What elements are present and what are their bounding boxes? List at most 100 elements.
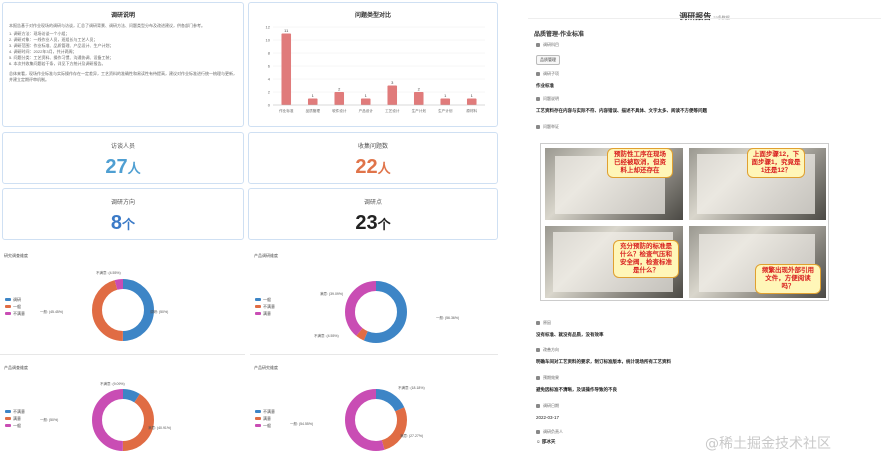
field-effect: 预期效果 避免因标准不清晰，及误操作导致的不良 [536, 375, 617, 393]
legend-label: 不满意 [13, 311, 25, 316]
legend-item[interactable]: 一般 [5, 303, 25, 310]
report-title: 调研报告 [679, 12, 712, 21]
summary-item: 5. 问题分类：工艺资料、操作习惯、沟通协调、设备工装； [9, 55, 114, 60]
field-value: 2022-03-17 [536, 415, 560, 420]
legend-label: 满意 [263, 311, 271, 316]
callout-bubble: 预防性工序在现场已经被取消，但资料上却还存在 [607, 148, 673, 178]
stat-label: 访谈人员 [110, 144, 135, 150]
donut-panel: 产品调查维度 不满意 满意 一般 不满意: (9.09%) 满意: (40.91%) 一般:… [0, 362, 245, 469]
field-value: 没有标准、就没有品质，没有效率 [536, 332, 604, 337]
stat-unit: 个 [122, 217, 136, 232]
problem-type-chart-panel: 问题类型对比 0 2 4 6 8 10 12 11 作业标准 1 品质管理 2 软件设计 1 产品设计 3 工艺… [248, 2, 498, 127]
field-value: 明确车间对工艺资料的要求，制订标准版本，统计现场所有工艺资料 [536, 359, 671, 364]
donut-slice[interactable] [92, 389, 154, 451]
bar[interactable] [413, 92, 424, 105]
bar[interactable] [281, 33, 292, 106]
donut-chart [345, 281, 407, 343]
legend-swatch [255, 424, 261, 427]
field-label: 调研负责人 [543, 429, 563, 434]
y-tick-label: 6 [268, 64, 271, 69]
legend-item[interactable]: 满意 [5, 415, 25, 422]
field-icon [536, 72, 540, 76]
donut-slice[interactable] [345, 281, 407, 343]
subject-tag[interactable]: 品质管理 [536, 55, 560, 65]
slice-annotation: 一般: (54.55%) [290, 422, 314, 426]
legend-item[interactable]: 不满意 [255, 408, 275, 415]
legend-label: 满意 [13, 416, 21, 421]
bar[interactable] [440, 98, 451, 106]
legend-swatch [5, 305, 11, 308]
stat-label: 调研点 [363, 200, 382, 206]
field-icon [536, 97, 540, 101]
evidence-photos[interactable]: 预防性工序在现场已经被取消，但资料上却还存在 上面步骤12，下面步骤1，究竟是1… [540, 143, 829, 301]
bar[interactable] [334, 92, 345, 105]
legend-label: 调研 [13, 297, 21, 302]
field-icon [536, 404, 540, 408]
legend-item[interactable]: 一般 [5, 422, 25, 429]
legend-item[interactable]: 不满意 [5, 310, 25, 317]
field-label: 调研子项 [543, 71, 559, 76]
stat-label: 调研方向 [110, 200, 135, 206]
summary-conclusion: 总体来看，现场作业标准与实际操作存在一定差异，工艺资料的准确性和易读性有待提高，… [9, 71, 237, 82]
legend-label: 满意 [263, 416, 271, 421]
legend-swatch [5, 410, 11, 413]
field-icon [536, 376, 540, 380]
field-reason: 原因 没有标准、就没有品质，没有效率 [536, 320, 604, 338]
bar-chart-title: 问题类型对比 [354, 13, 391, 19]
y-tick-label: 4 [268, 77, 271, 82]
legend-item[interactable]: 满意 [255, 415, 275, 422]
x-tick-label: 生产计划 [412, 108, 427, 113]
donut-slice[interactable] [92, 389, 154, 451]
bar[interactable] [387, 85, 398, 106]
donut-slice[interactable] [92, 279, 154, 341]
field-label: 问题举证 [543, 124, 559, 129]
donut-slice[interactable] [92, 279, 154, 341]
legend-label: 一般 [13, 304, 21, 309]
stat-unit: 人 [127, 161, 141, 176]
field-icon [536, 43, 540, 47]
legend-item[interactable]: 一般 [255, 422, 275, 429]
field-icon [536, 348, 540, 352]
y-tick-label: 0 [268, 103, 271, 108]
bar-value-label: 1 [365, 93, 368, 98]
legend-item[interactable]: 不满意 [5, 408, 25, 415]
bar-value-label: 1 [471, 93, 474, 98]
summary-item: 4. 调研时间：2022年3月，共计两周； [9, 49, 77, 54]
callout-bubble: 充分预防的标准是什么？检查气压和安全阀，检查标准是什么？ [613, 240, 679, 278]
legend-swatch [5, 312, 11, 315]
field-direction: 改善方向 明确车间对工艺资料的要求，制订标准版本，统计现场所有工艺资料 [536, 347, 671, 365]
legend-item[interactable]: 调研 [5, 296, 25, 303]
donut-chart [345, 389, 407, 451]
donut-slice[interactable] [345, 389, 407, 451]
stat-unit: 人 [377, 161, 391, 176]
field-owner: 调研负责人 ☺ 邵冰天 [536, 429, 563, 445]
y-tick-label: 10 [266, 38, 271, 43]
legend-item[interactable]: 不满意 [255, 303, 275, 310]
legend-label: 不满意 [263, 409, 275, 414]
slice-annotation: 调研: (50%) [150, 310, 169, 314]
donut-slice[interactable] [345, 389, 407, 451]
stat-value: 27人 [3, 156, 243, 179]
callout-bubble: 频繁出现外部引用文件，方便阅读吗？ [755, 264, 821, 294]
report-item-title: 品质管理-作业标准 [534, 32, 584, 38]
field-date: 调研日期 2022-03-17 [536, 403, 559, 420]
stat-card-points: 调研点 23个 [248, 188, 498, 240]
slice-annotation: 满意: (40.91%) [148, 426, 172, 430]
field-description: 问题说明 工艺资料存在内容与实际不符、内容错误、描述不具体、文字太多、阅读不方便… [536, 96, 707, 114]
legend-item[interactable]: 一般 [255, 296, 275, 303]
summary-item: 2. 调研对象：一线作业人员，班组长与工艺人员； [9, 37, 98, 42]
stat-number: 23 [355, 212, 378, 234]
legend-label: 一般 [263, 297, 271, 302]
legend-swatch [5, 424, 11, 427]
bar[interactable] [360, 98, 371, 106]
donut-title: 产品研究维度 [254, 365, 278, 370]
field-icon [536, 125, 540, 129]
legend-item[interactable]: 满意 [255, 310, 275, 317]
bar[interactable] [307, 98, 318, 106]
x-tick-label: 作业标准 [279, 108, 294, 113]
slice-annotation: 满意: (39.09%) [320, 292, 344, 296]
summary-title: 调研说明 [110, 13, 135, 19]
slice-annotation: 一般: (50%) [40, 418, 59, 422]
bar[interactable] [466, 98, 477, 106]
field-label: 问题说明 [543, 96, 559, 101]
